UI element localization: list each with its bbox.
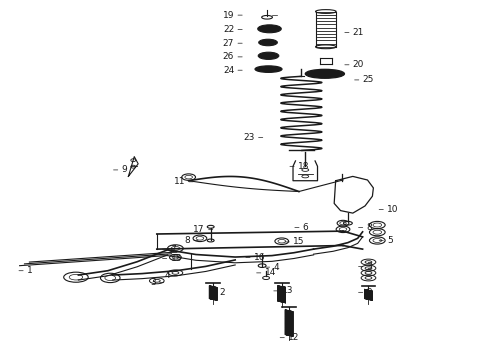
- Text: 6: 6: [303, 223, 309, 232]
- Text: 2: 2: [367, 288, 372, 297]
- Text: 23: 23: [244, 133, 255, 142]
- Ellipse shape: [259, 39, 277, 46]
- Text: 27: 27: [223, 39, 234, 48]
- Text: 8: 8: [367, 223, 372, 232]
- Polygon shape: [334, 176, 373, 213]
- Text: 18: 18: [298, 162, 309, 171]
- Text: 26: 26: [223, 53, 234, 62]
- Text: 3: 3: [150, 278, 156, 287]
- Text: 25: 25: [363, 76, 374, 85]
- Ellipse shape: [258, 52, 279, 59]
- Text: 13: 13: [282, 287, 293, 295]
- Text: 2: 2: [220, 288, 225, 297]
- Text: 15: 15: [293, 238, 304, 247]
- Text: 24: 24: [223, 66, 234, 75]
- Text: 20: 20: [353, 60, 364, 69]
- Text: 21: 21: [353, 28, 364, 37]
- Text: 4: 4: [273, 263, 279, 272]
- Text: 10: 10: [387, 205, 398, 214]
- Text: 22: 22: [223, 25, 234, 34]
- Text: 12: 12: [288, 333, 299, 342]
- Text: 1: 1: [27, 266, 33, 275]
- Text: 3: 3: [367, 262, 372, 271]
- Text: 16: 16: [254, 253, 265, 262]
- Text: 17: 17: [194, 225, 205, 234]
- Text: 5: 5: [387, 236, 393, 245]
- Text: 4: 4: [165, 271, 171, 280]
- Text: 9: 9: [122, 166, 127, 175]
- Ellipse shape: [313, 72, 337, 76]
- Text: 15: 15: [171, 254, 182, 263]
- Text: 14: 14: [265, 269, 276, 277]
- Text: 7: 7: [171, 245, 176, 253]
- Text: 11: 11: [174, 177, 185, 186]
- Text: 19: 19: [223, 11, 234, 20]
- Text: 8: 8: [184, 236, 190, 245]
- Ellipse shape: [305, 69, 344, 78]
- Ellipse shape: [255, 66, 282, 72]
- Ellipse shape: [258, 25, 281, 33]
